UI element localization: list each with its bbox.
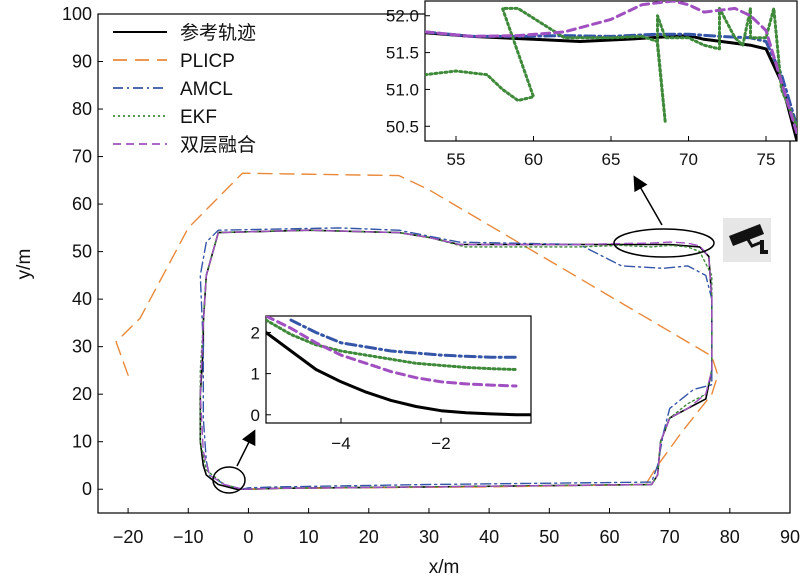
main-x-tick-label: −10 — [173, 527, 204, 547]
main-x-tick-label: 0 — [243, 527, 253, 547]
main-x-tick-label: 10 — [299, 527, 319, 547]
legend-label-双层融合: 双层融合 — [180, 134, 256, 156]
main-y-tick-label: 50 — [72, 242, 92, 262]
camera-icon-arm — [745, 237, 763, 248]
camera-icon-body — [729, 224, 764, 246]
legend-label-AMCL: AMCL — [180, 79, 233, 100]
main-x-tick-label: 40 — [479, 527, 499, 547]
inset-bottom-x-tick-label: −2 — [431, 434, 450, 453]
inset-top-frame — [424, 0, 798, 142]
inset-bottom-y-tick-label: 1 — [251, 365, 260, 384]
y-axis-label: y/m — [14, 249, 35, 280]
inset-bottom-series-group — [266, 316, 531, 417]
main-y-tick-label: 60 — [72, 194, 92, 214]
legend: 参考轨迹 PLICP AMCL EKF 双层融合 — [113, 22, 256, 156]
zoom-ellipse-top — [613, 228, 715, 258]
inset-bottom-plot: −4 −2 0 1 2 — [251, 315, 532, 453]
x-axis-label: x/m — [429, 557, 460, 578]
main-y-tick-label: 10 — [72, 432, 92, 452]
main-x-tick-label: 20 — [359, 527, 379, 547]
series-line-EKF — [266, 318, 518, 371]
main-series-group — [115, 172, 719, 490]
inset-top-series-group — [425, 1, 797, 141]
inset-top-x-tick-label: 65 — [602, 150, 621, 169]
series-line-双层融合 — [266, 316, 518, 388]
inset-top-y-tick-label: 52.0 — [386, 7, 419, 26]
inset-top-x-tick-label: 75 — [757, 150, 776, 169]
main-x-tick-label: 90 — [780, 527, 800, 547]
legend-label-EKF: EKF — [180, 107, 217, 128]
main-y-tick-label: 100 — [62, 4, 92, 24]
inset-top-x-tick-label: 55 — [447, 150, 466, 169]
series-line-AMCL — [289, 318, 518, 359]
annotations — [212, 175, 771, 494]
main-y-tick-label: 80 — [72, 99, 92, 119]
inset-top-y-tick-label: 50.5 — [386, 117, 419, 136]
zoom-arrow-bottom — [236, 429, 256, 467]
series-line-参考轨迹 — [425, 31, 797, 141]
inset-top-y-tick-label: 51.0 — [386, 80, 419, 99]
main-x-tick-label: 50 — [539, 527, 559, 547]
series-line-EKF — [425, 6, 797, 128]
main-x-tick-label: 70 — [660, 527, 680, 547]
main-plot: −20 −10 0 10 20 30 40 50 60 70 80 90010203040506070… — [14, 4, 800, 578]
main-y-tick-label: 0 — [82, 479, 92, 499]
main-x-tick-label: 30 — [419, 527, 439, 547]
series-line-双层融合 — [199, 229, 713, 490]
zoom-ellipse-bottom — [212, 466, 246, 494]
main-y-tick-label: 40 — [72, 289, 92, 309]
inset-bottom-frame — [265, 315, 532, 424]
camera-icon — [723, 218, 771, 262]
legend-label-PLICP: PLICP — [180, 51, 235, 72]
main-x-tick-label: 80 — [720, 527, 740, 547]
series-line-AMCL — [199, 227, 713, 490]
inset-bottom-x-tick-label: −4 — [331, 434, 350, 453]
series-line-参考轨迹 — [266, 331, 531, 417]
main-y-tick-label: 70 — [72, 147, 92, 167]
main-y-tick-label: 20 — [72, 384, 92, 404]
main-x-tick-label: −20 — [113, 527, 144, 547]
legend-label-参考轨迹: 参考轨迹 — [180, 22, 256, 44]
inset-top-x-tick-label: 70 — [679, 150, 698, 169]
series-line-双层融合 — [425, 1, 797, 136]
inset-top-plot: 55 60 65 70 75 50.5 51.0 51.5 52.0 — [386, 0, 798, 169]
inset-top-x-tick-label: 60 — [524, 150, 543, 169]
main-y-tick-label: 90 — [72, 52, 92, 72]
zoom-arrow-top — [633, 175, 663, 226]
inset-bottom-y-tick-label: 0 — [251, 406, 260, 425]
inset-bottom-y-tick-label: 2 — [251, 323, 260, 342]
inset-top-y-tick-label: 51.5 — [386, 44, 419, 63]
main-x-tick-label: 60 — [599, 527, 619, 547]
main-y-tick-label: 30 — [72, 337, 92, 357]
